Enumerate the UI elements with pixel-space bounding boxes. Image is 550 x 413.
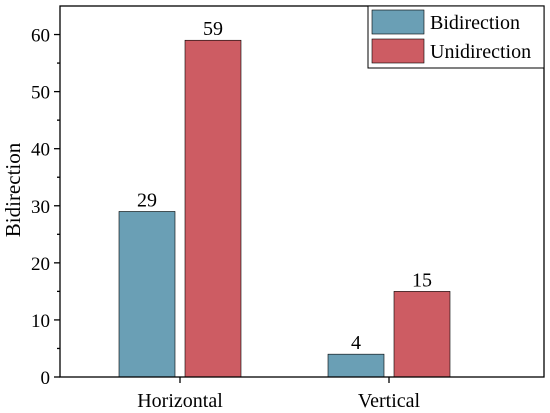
y-ticks-group: 0 10 20 30 40 50 60 <box>31 26 60 389</box>
x-tick-label-horizontal: Horizontal <box>137 390 223 412</box>
data-label-bidirection-vertical: 4 <box>351 332 361 354</box>
bar-unidirection-vertical <box>393 291 451 378</box>
data-label-bidirection-horizontal: 29 <box>137 189 157 211</box>
x-ticks-group: Horizontal Vertical <box>137 377 421 412</box>
y-tick-label-40: 40 <box>31 140 50 161</box>
x-tick-label-vertical: Vertical <box>358 390 421 412</box>
legend-label-unidirection: Unidirection <box>430 41 531 63</box>
y-tick-label-20: 20 <box>31 254 50 275</box>
y-axis-label: Bidirection <box>1 142 25 237</box>
bar-bidirection-vertical <box>327 353 385 378</box>
y-tick-label-50: 50 <box>31 83 50 104</box>
legend: Bidirection Unidirection <box>367 5 545 69</box>
y-tick-label-30: 30 <box>31 197 50 218</box>
axes-group <box>59 5 545 378</box>
bar-bidirection-horizontal <box>118 211 176 378</box>
data-label-unidirection-vertical: 15 <box>412 269 432 291</box>
bar-unidirection-horizontal <box>184 39 242 378</box>
data-labels-group: 29 59 4 15 <box>137 18 432 354</box>
plot-frame <box>59 5 545 378</box>
y-tick-label-10: 10 <box>31 311 50 332</box>
legend-label-bidirection: Bidirection <box>430 12 520 34</box>
bars-group <box>118 39 451 378</box>
legend-swatch-unidirection <box>371 38 425 64</box>
y-tick-label-60: 60 <box>31 26 50 47</box>
y-tick-label-0: 0 <box>41 368 51 389</box>
legend-swatch-bidirection <box>371 9 425 35</box>
data-label-unidirection-horizontal: 59 <box>203 18 223 40</box>
